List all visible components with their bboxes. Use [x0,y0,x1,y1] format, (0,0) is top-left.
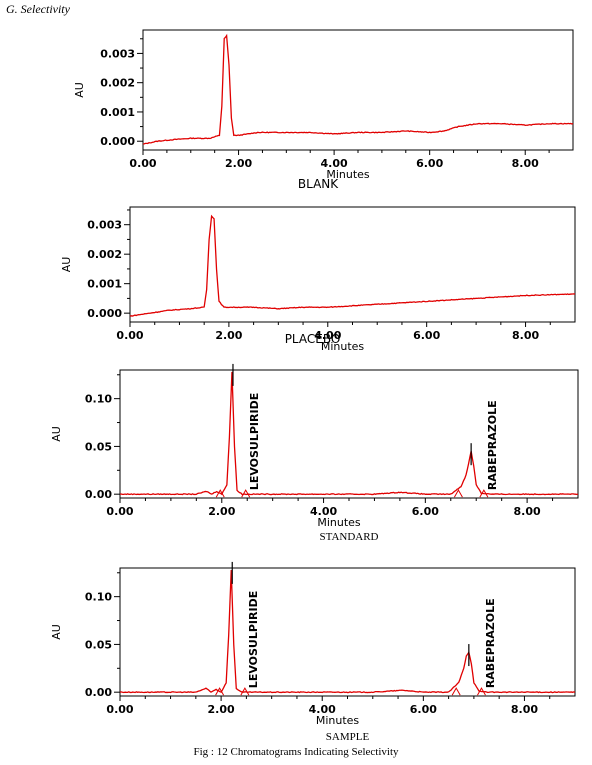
x-tick-label: 6.00 [412,505,439,518]
integration-mark [479,489,489,498]
x-tick-label: 4.00 [309,703,336,716]
y-tick-label: 0.001 [100,106,135,119]
x-tick-label: 4.00 [314,329,341,342]
y-axis-title: AU [73,82,86,98]
figure-caption: Fig : 12 Chromatograms Indicating Select… [193,746,399,758]
y-tick-label: 0.00 [85,488,112,501]
chromatogram-blank: 0.00 2.00 4.00 6.00 8.00 0.000 0.001 0.002 0.003… [73,29,574,191]
x-tick-label: 8.00 [512,329,539,342]
y-axis-title: AU [50,624,63,640]
integration-mark [240,687,250,696]
chromatogram-sample: 0.00 2.00 4.00 6.00 8.00 0.00 0.05 0.10 Minutes A… [50,561,576,743]
x-tick-label: 2.00 [208,505,235,518]
y-tick-label: 0.002 [87,248,122,261]
x-tick-label: 8.00 [514,505,541,518]
chromatogram-name: PLACEBO [285,332,341,346]
chromatogram-trace [129,214,576,317]
x-tick-label: 8.00 [512,157,539,170]
x-tick-label: 4.00 [310,505,337,518]
integration-mark [215,489,225,498]
chromatogram-name: SAMPLE [326,731,370,743]
x-tick-label: 6.00 [413,329,440,342]
x-axis-title: Minutes [326,168,370,181]
y-tick-label: 0.000 [87,307,122,320]
y-axis-title: AU [60,257,73,273]
y-tick-label: 0.05 [85,440,112,453]
integration-mark [451,687,461,696]
chromatogram-trace [142,33,574,145]
y-axis-title: AU [50,426,63,442]
integration-mark [241,489,251,498]
x-tick-label: 0.00 [116,329,143,342]
x-tick-label: 4.00 [321,157,348,170]
x-axis-title: Minutes [316,714,360,727]
integration-mark [215,687,225,696]
x-tick-label: 6.00 [410,703,437,716]
chromatogram-trace [119,569,576,694]
x-tick-label: 2.00 [225,157,252,170]
chromatogram-trace [119,371,579,496]
plot-frame [119,567,576,697]
y-tick-label: 0.002 [100,77,135,90]
y-tick-label: 0.05 [85,638,112,651]
x-tick-label: 8.00 [511,703,538,716]
plot-frame [129,206,576,323]
chromatogram-name: STANDARD [319,531,378,543]
chromatogram-standard: 0.00 2.00 4.00 6.00 8.00 0.00 0.05 0.10 Minutes A… [50,363,579,543]
x-axis-title: Minutes [317,516,361,529]
y-tick-label: 0.003 [100,47,135,60]
x-tick-label: 6.00 [416,157,443,170]
plot-frame [119,369,579,499]
chromatogram-name: BLANK [298,177,339,191]
x-axis-title: Minutes [321,340,365,353]
peak-label: RABEPRAZOLE [486,400,499,490]
x-tick-label: 2.00 [208,703,235,716]
x-tick-label: 2.00 [215,329,242,342]
y-tick-label: 0.00 [85,686,112,699]
y-tick-label: 0.000 [100,135,135,148]
peak-label: RABEPRAZOLE [484,598,497,688]
x-tick-label: 0.00 [106,703,133,716]
y-tick-label: 0.10 [85,393,112,406]
x-tick-label: 0.00 [129,157,156,170]
peak-label: LEVOSULPIRIDE [248,393,261,490]
integration-mark [453,489,463,498]
peak-label: LEVOSULPIRIDE [247,591,260,688]
section-heading: G. Selectivity [6,2,70,16]
y-tick-label: 0.001 [87,278,122,291]
y-tick-label: 0.10 [85,591,112,604]
chromatogram-placebo: 0.00 2.00 4.00 6.00 8.00 0.000 0.001 0.002 0.003… [60,206,576,353]
integration-mark [477,687,486,696]
x-tick-label: 0.00 [106,505,133,518]
y-tick-label: 0.003 [87,219,122,232]
